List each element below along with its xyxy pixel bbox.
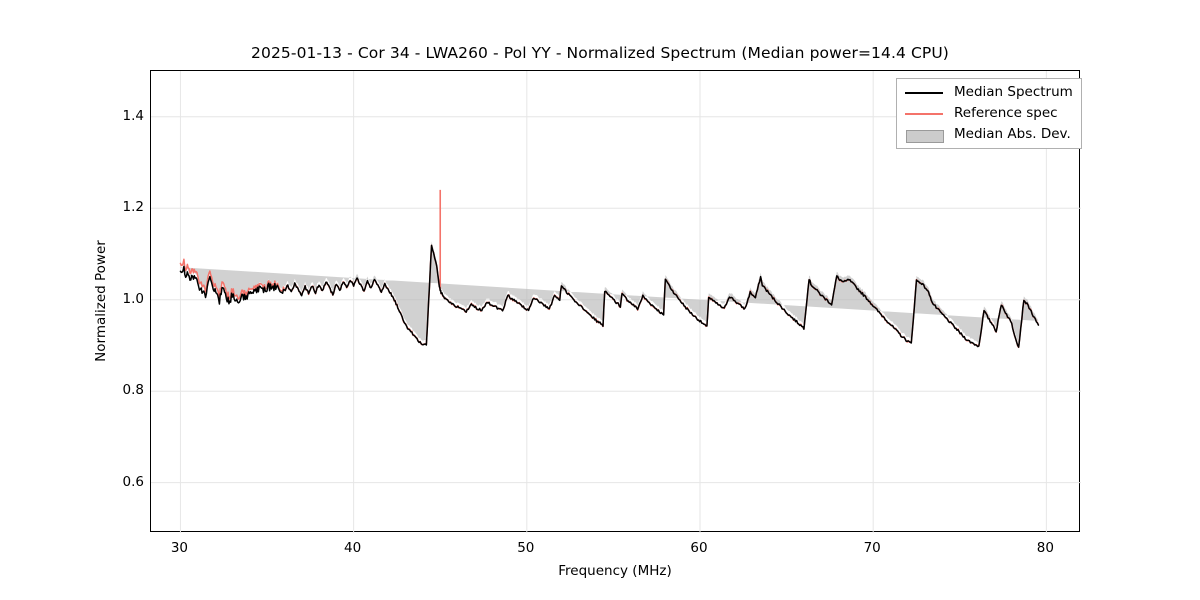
legend-item-reference-spec: Reference spec bbox=[903, 105, 1073, 122]
legend: Median Spectrum Reference spec Median Ab… bbox=[896, 78, 1082, 149]
x-axis-label: Frequency (MHz) bbox=[558, 563, 672, 579]
legend-item-median-abs-dev: Median Abs. Dev. bbox=[903, 126, 1073, 143]
chart-title: 2025-01-13 - Cor 34 - LWA260 - Pol YY - … bbox=[251, 44, 949, 62]
x-tick-label: 50 bbox=[517, 540, 535, 556]
x-tick-label: 40 bbox=[344, 540, 362, 556]
legend-key-line-icon bbox=[903, 107, 945, 121]
spectrum-plot-svg bbox=[151, 71, 1081, 533]
legend-key-line-icon bbox=[903, 86, 945, 100]
y-tick-label: 1.2 bbox=[122, 199, 144, 216]
legend-label-median-spectrum: Median Spectrum bbox=[954, 84, 1073, 100]
x-tick-label: 70 bbox=[863, 540, 881, 556]
x-tick-label: 80 bbox=[1036, 540, 1054, 556]
y-tick-label: 0.8 bbox=[122, 382, 144, 399]
x-tick-label: 30 bbox=[170, 540, 189, 556]
gray-patch-swatch bbox=[906, 129, 944, 143]
median-spectrum-line bbox=[179, 244, 1040, 348]
median-abs-dev-band bbox=[180, 241, 1039, 344]
y-tick-label: 1.4 bbox=[122, 107, 144, 124]
y-tick-label: 0.6 bbox=[122, 473, 144, 490]
y-tick-label: 1.0 bbox=[122, 290, 144, 307]
y-axis-tick-labels: 0.6 0.8 1.0 1.2 1.4 bbox=[92, 70, 144, 532]
x-tick-label: 60 bbox=[690, 540, 708, 556]
black-line-swatch bbox=[905, 91, 943, 94]
legend-key-patch-icon bbox=[903, 128, 945, 143]
legend-label-median-abs-dev: Median Abs. Dev. bbox=[954, 126, 1071, 142]
legend-label-reference-spec: Reference spec bbox=[954, 105, 1058, 121]
x-axis-tick-labels: 30 40 50 60 70 80 bbox=[150, 540, 1080, 560]
legend-item-median-spectrum: Median Spectrum bbox=[903, 84, 1073, 101]
red-line-swatch bbox=[905, 112, 943, 115]
